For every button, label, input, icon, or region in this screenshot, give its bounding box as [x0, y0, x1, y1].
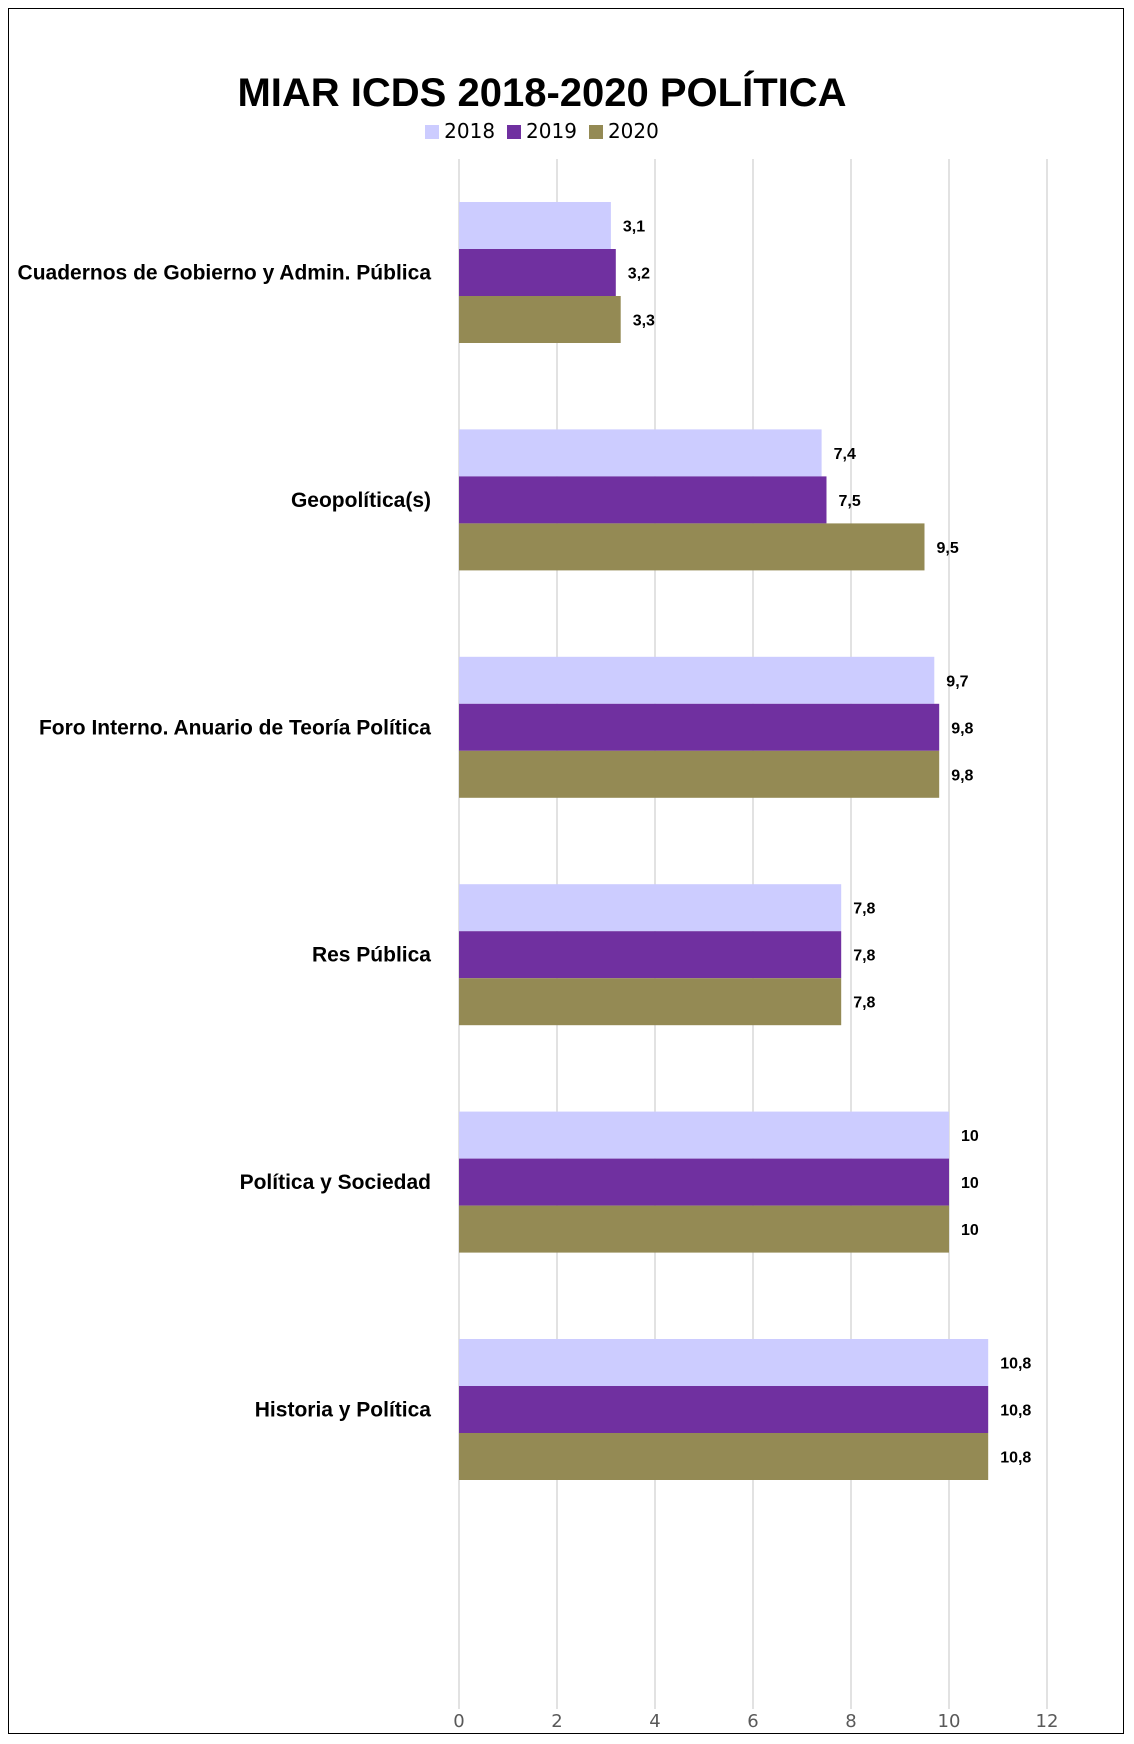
data-label: 7,8	[853, 995, 875, 1012]
category-label: Res Pública	[312, 944, 431, 967]
data-label: 10,8	[1000, 1403, 1031, 1420]
bar-2019	[459, 249, 616, 296]
category-label: Geopolítica(s)	[291, 489, 431, 512]
x-tick-label: 0	[453, 1711, 464, 1732]
data-label: 10,8	[1000, 1356, 1031, 1373]
bar-2018	[459, 884, 842, 932]
data-label: 9,8	[951, 767, 973, 784]
bar-2020	[459, 523, 925, 571]
chart-title: MIAR ICDS 2018-2020 POLÍTICA	[237, 71, 847, 115]
bar-2018	[459, 656, 935, 704]
data-label: 9,7	[946, 673, 968, 690]
legend-swatch	[507, 125, 522, 139]
x-tick-label: 12	[1036, 1711, 1059, 1732]
legend-item-2018: 2018	[425, 119, 495, 143]
legend: 2018 2019 2020	[9, 119, 1075, 143]
bar-2020	[459, 750, 940, 798]
bar-2020	[459, 1205, 949, 1253]
x-tick-label: 8	[845, 1711, 856, 1732]
legend-label: 2018	[444, 119, 496, 143]
category-label: Historia y Política	[255, 1399, 432, 1422]
data-label: 7,8	[853, 948, 875, 965]
chart-plot: 0 2 4 6 8 10 12 3,1 3,2 3,3 Cuadernos de Gobierno …	[18, 159, 1059, 1732]
x-tick-label: 2	[551, 1711, 562, 1732]
data-label: 10	[961, 1128, 979, 1145]
bar-2020	[459, 296, 621, 343]
x-tick-label: 4	[649, 1711, 660, 1732]
bar-2019	[459, 476, 827, 524]
bar-2019	[459, 703, 940, 751]
data-label: 9,8	[951, 720, 973, 737]
data-label: 3,3	[633, 313, 655, 330]
data-label: 7,5	[839, 493, 861, 510]
legend-item-2019: 2019	[507, 119, 577, 143]
bar-2018	[459, 1111, 949, 1159]
data-label: 7,4	[834, 446, 856, 463]
bar-2018	[459, 1339, 989, 1386]
category-label: Foro Interno. Anuario de Teoría Política	[39, 716, 431, 739]
category-label: Cuadernos de Gobierno y Admin. Pública	[18, 262, 432, 285]
legend-swatch	[425, 125, 440, 139]
bar-2019	[459, 1158, 949, 1206]
bar-2020	[459, 1433, 989, 1480]
x-tick-label: 10	[938, 1711, 961, 1732]
legend-label: 2020	[607, 119, 659, 143]
data-label: 10	[961, 1175, 979, 1192]
category-label: Política y Sociedad	[240, 1171, 431, 1194]
bar-2020	[459, 978, 842, 1026]
bar-2018	[459, 202, 611, 249]
bar-2018	[459, 429, 822, 477]
data-label: 3,1	[623, 219, 645, 236]
x-tick-label: 6	[747, 1711, 758, 1732]
bar-2019	[459, 931, 842, 979]
data-label: 7,8	[853, 901, 875, 918]
legend-item-2020: 2020	[588, 119, 659, 143]
legend-swatch	[588, 125, 603, 139]
chart-frame: MIAR ICDS 2018-2020 POLÍTICA 2018 2019 202…	[8, 8, 1124, 1734]
bar-2019	[459, 1386, 989, 1433]
data-label: 3,2	[628, 266, 650, 283]
legend-label: 2019	[526, 119, 577, 143]
data-label: 9,5	[937, 540, 959, 557]
data-label: 10,8	[1000, 1450, 1031, 1467]
data-label: 10	[961, 1222, 979, 1239]
